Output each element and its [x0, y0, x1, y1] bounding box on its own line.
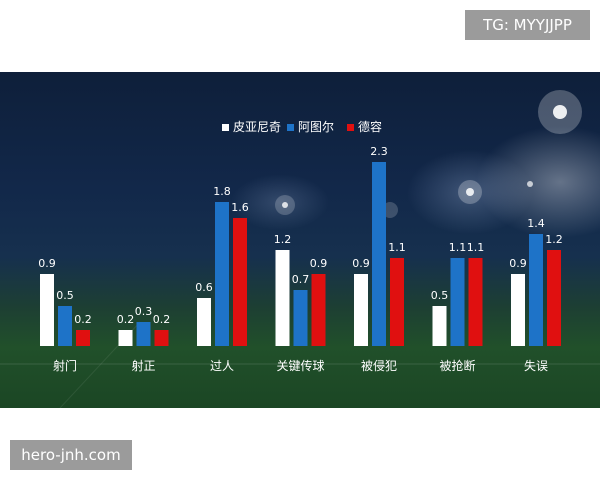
data-label-2-2: 1.6 [231, 201, 249, 214]
x-tick-label-4: 被侵犯 [361, 358, 397, 373]
data-label-4-2: 1.1 [388, 241, 406, 254]
x-axis-tick-labels: 射门 射正 过人 关键传球 被侵犯 被抢断 失误 [53, 358, 548, 373]
legend-label-2: 德容 [358, 119, 382, 134]
data-label-5-2: 1.1 [467, 241, 485, 254]
data-label-0-0: 0.9 [38, 257, 56, 270]
x-tick-label-3: 关键传球 [276, 358, 324, 373]
data-label-0-2: 0.2 [74, 313, 92, 326]
data-labels: 0.90.50.2 0.20.30.20.61.81.61.20.70.9 0.92… [38, 145, 563, 326]
data-label-6-0: 0.9 [509, 257, 527, 270]
bars [40, 162, 561, 346]
bar-1-1 [136, 322, 151, 346]
bar-3-1 [293, 290, 308, 346]
data-label-3-0: 1.2 [274, 233, 292, 246]
bar-chart: 皮亚尼奇 阿图尔 德容 0.90.50.2 0.20.30.20.61.81.61.2… [0, 90, 600, 408]
legend-label-1: 阿图尔 [298, 119, 334, 134]
data-label-2-0: 0.6 [195, 281, 213, 294]
data-label-2-1: 1.8 [213, 185, 231, 198]
legend-swatch-1 [287, 124, 294, 131]
legend-swatch-0 [222, 124, 229, 131]
legend-label-0: 皮亚尼奇 [233, 120, 281, 134]
data-label-1-2: 0.2 [153, 313, 171, 326]
bar-6-1 [529, 234, 543, 346]
bar-0-0 [40, 274, 54, 346]
x-tick-label-1: 射正 [131, 358, 155, 373]
bar-1-2 [154, 330, 169, 346]
x-tick-label-5: 被抢断 [439, 358, 475, 373]
legend: 皮亚尼奇 阿图尔 德容 [222, 119, 382, 134]
bar-0-1 [58, 306, 72, 346]
bar-4-0 [354, 274, 368, 346]
x-tick-label-0: 射门 [53, 358, 77, 373]
data-label-6-1: 1.4 [527, 217, 545, 230]
bar-2-0 [197, 298, 211, 346]
data-label-0-1: 0.5 [56, 289, 74, 302]
data-label-1-1: 0.3 [135, 305, 153, 318]
bar-3-2 [311, 274, 326, 346]
bar-1-0 [118, 330, 133, 346]
data-label-6-2: 1.2 [545, 233, 563, 246]
bar-6-0 [511, 274, 525, 346]
x-tick-label-6: 失误 [524, 358, 548, 373]
bar-4-1 [372, 162, 386, 346]
data-label-1-0: 0.2 [117, 313, 135, 326]
bar-2-2 [233, 218, 247, 346]
bar-5-2 [468, 258, 483, 346]
data-label-5-1: 1.1 [449, 241, 467, 254]
tg-watermark: TG: MYYJJPP [465, 10, 590, 40]
x-tick-label-2: 过人 [210, 359, 234, 373]
data-label-5-0: 0.5 [431, 289, 449, 302]
bar-6-2 [547, 250, 561, 346]
bar-5-1 [450, 258, 465, 346]
legend-swatch-2 [347, 124, 354, 131]
chart-panel: 皮亚尼奇 阿图尔 德容 0.9 0.5 0.2 0.2 0.3 0.2 0.6 1.8 1.6 1.2… [0, 72, 600, 408]
bar-4-2 [390, 258, 404, 346]
site-watermark: hero-jnh.com [10, 440, 132, 470]
bar-2-1 [215, 202, 229, 346]
bar-5-0 [432, 306, 447, 346]
data-label-3-1: 0.7 [292, 273, 310, 286]
data-label-4-0: 0.9 [352, 257, 370, 270]
data-label-3-2: 0.9 [310, 257, 328, 270]
bar-3-0 [275, 250, 290, 346]
bar-0-2 [76, 330, 90, 346]
data-label-4-1: 2.3 [370, 145, 388, 158]
stadium-lights [275, 90, 582, 218]
